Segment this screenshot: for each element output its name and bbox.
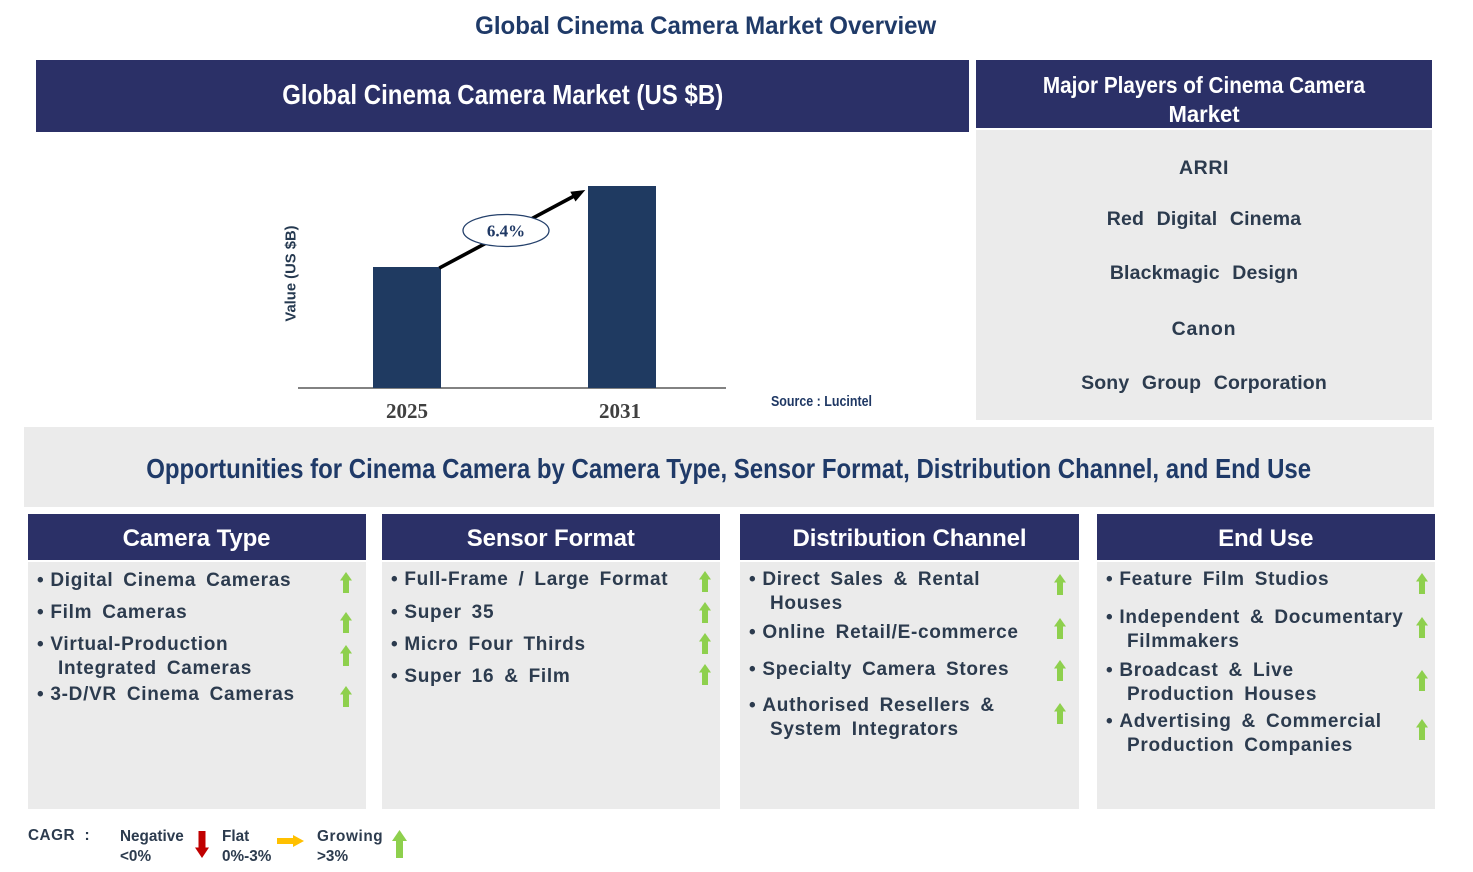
svg-text:2031: 2031 xyxy=(599,399,641,423)
svg-text:6.4%: 6.4% xyxy=(487,222,525,241)
svg-text:Value (US $B): Value (US $B) xyxy=(284,225,300,321)
svg-text:2025: 2025 xyxy=(386,399,428,423)
